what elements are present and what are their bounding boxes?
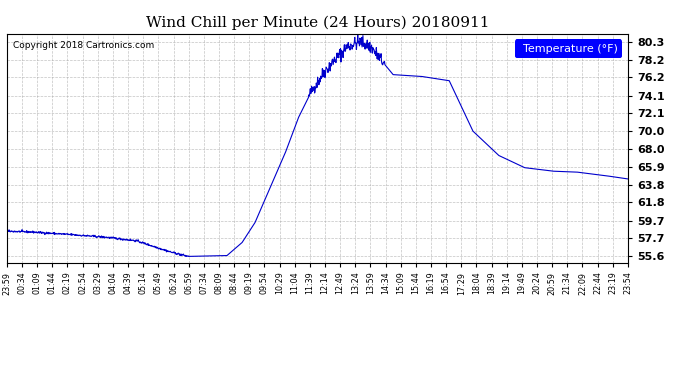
- Legend: Temperature (°F): Temperature (°F): [515, 39, 622, 58]
- Text: Copyright 2018 Cartronics.com: Copyright 2018 Cartronics.com: [13, 40, 155, 50]
- Title: Wind Chill per Minute (24 Hours) 20180911: Wind Chill per Minute (24 Hours) 2018091…: [146, 15, 489, 30]
